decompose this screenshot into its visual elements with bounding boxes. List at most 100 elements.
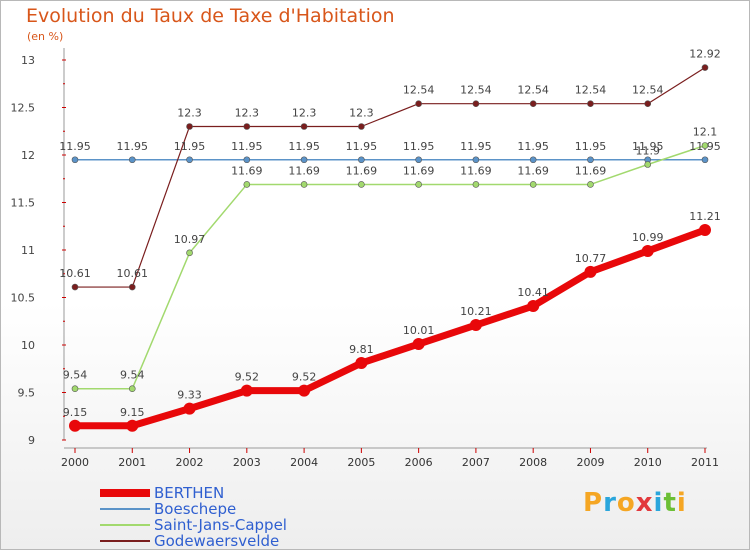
data-point xyxy=(415,156,422,164)
data-point xyxy=(186,123,193,130)
x-tick-label: 2011 xyxy=(691,456,719,469)
data-label: 11.69 xyxy=(575,164,607,177)
data-point xyxy=(641,244,654,257)
data-point xyxy=(355,357,368,370)
data-label: 12.1 xyxy=(693,126,718,139)
data-point xyxy=(358,123,365,130)
y-tick-label: 13 xyxy=(21,54,35,67)
logo-letter: x xyxy=(635,488,654,518)
legend-item: Saint-Jans-Cappel xyxy=(100,516,400,534)
data-point xyxy=(300,123,308,130)
legend: BERTHEN Boeschepe Saint-Jans-Cappel Godewae… xyxy=(100,484,400,550)
data-label: 12.54 xyxy=(575,84,607,97)
data-label: 12.54 xyxy=(517,84,549,97)
data-point xyxy=(300,156,308,164)
data-point xyxy=(71,283,79,291)
data-label: 12.3 xyxy=(349,107,374,120)
data-label: 10.41 xyxy=(517,286,549,299)
logo-letter: P xyxy=(583,488,604,518)
data-label: 11.95 xyxy=(689,140,721,153)
data-label: 11.95 xyxy=(575,140,607,153)
data-point xyxy=(469,319,482,332)
data-point xyxy=(298,384,311,397)
data-label: 11.95 xyxy=(288,140,320,153)
data-point xyxy=(128,385,136,393)
x-tick-label: 2001 xyxy=(118,456,146,469)
series-line-BERTHEN xyxy=(71,226,709,430)
data-label: 11.69 xyxy=(346,164,378,177)
y-tick-label: 12.5 xyxy=(11,102,36,115)
data-label: 9.52 xyxy=(235,371,260,384)
data-label: 10.77 xyxy=(575,252,607,265)
y-tick-label: 9.5 xyxy=(18,387,36,400)
data-label: 11.69 xyxy=(460,164,492,177)
logo-letter: t xyxy=(663,488,677,518)
data-point xyxy=(644,161,652,168)
legend-swatch xyxy=(100,540,150,542)
data-point xyxy=(243,123,251,130)
data-point xyxy=(587,156,594,164)
x-tick-label: 2006 xyxy=(405,456,433,469)
chart-subtitle: (en %) xyxy=(27,30,64,43)
logo-letter: o xyxy=(616,488,636,518)
data-point xyxy=(300,181,308,188)
data-label: 9.33 xyxy=(177,389,202,402)
data-label: 12.54 xyxy=(632,84,664,97)
data-label: 10.99 xyxy=(632,231,664,244)
data-point xyxy=(126,419,139,432)
data-point xyxy=(183,402,196,415)
data-label: 10.97 xyxy=(174,233,206,246)
data-point xyxy=(529,100,537,107)
data-label: 11.95 xyxy=(174,140,206,153)
logo-letter: i xyxy=(653,488,664,518)
proxiti-logo: Proxiti xyxy=(583,488,687,518)
data-point xyxy=(71,156,79,164)
data-point xyxy=(701,64,709,71)
data-label: 11.69 xyxy=(231,164,263,177)
x-tick-label: 2004 xyxy=(290,456,318,469)
logo-letter: i xyxy=(676,488,687,518)
legend-label: BERTHEN xyxy=(154,484,225,502)
data-label: 11.95 xyxy=(59,140,91,153)
data-label: 9.15 xyxy=(63,406,88,419)
y-tick-label: 11 xyxy=(21,244,35,257)
legend-item: Godewaersvelde xyxy=(100,532,400,550)
series-line-Godewaersvelde xyxy=(74,66,706,288)
legend-swatch xyxy=(100,489,150,497)
data-label: 10.61 xyxy=(59,267,91,280)
x-tick-label: 2002 xyxy=(176,456,204,469)
data-label: 11.95 xyxy=(346,140,378,153)
data-label: 10.01 xyxy=(403,324,435,337)
data-point xyxy=(240,384,253,397)
y-tick-label: 9 xyxy=(28,434,35,447)
data-label: 12.92 xyxy=(689,48,721,61)
data-point xyxy=(472,156,480,164)
y-tick-label: 11.5 xyxy=(11,197,36,210)
data-point xyxy=(529,181,537,188)
data-point xyxy=(358,181,365,188)
data-label: 10.21 xyxy=(460,305,492,318)
data-label: 10.61 xyxy=(117,267,149,280)
data-point xyxy=(701,156,709,164)
legend-label: Saint-Jans-Cappel xyxy=(154,516,287,534)
data-point xyxy=(472,181,480,188)
data-point xyxy=(243,181,251,188)
data-label: 11.95 xyxy=(632,140,664,153)
data-label: 11.95 xyxy=(231,140,263,153)
data-label: 11.95 xyxy=(403,140,435,153)
y-tick-label: 12 xyxy=(21,149,35,162)
data-label: 11.95 xyxy=(517,140,549,153)
data-label: 12.3 xyxy=(177,107,202,120)
data-label: 11.21 xyxy=(689,210,721,223)
x-tick-label: 2010 xyxy=(634,456,662,469)
data-label: 12.3 xyxy=(235,107,260,120)
data-label: 9.81 xyxy=(349,343,374,356)
data-point xyxy=(69,419,81,432)
data-point xyxy=(644,100,652,107)
x-tick-label: 2008 xyxy=(519,456,547,469)
data-point xyxy=(128,156,136,164)
legend-label: Boeschepe xyxy=(154,500,237,518)
data-point xyxy=(415,100,422,107)
